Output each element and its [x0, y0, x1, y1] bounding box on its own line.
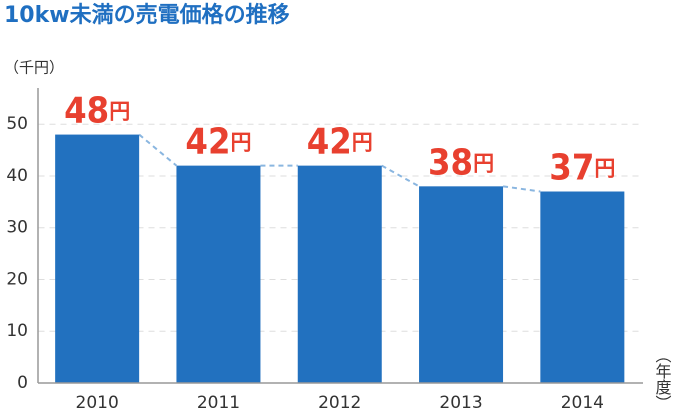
connector: [138, 133, 178, 167]
bar: [540, 191, 625, 383]
bar: [55, 134, 140, 383]
value-unit: 円: [352, 131, 373, 155]
chart-title: 10kw未満の売電価格の推移: [4, 2, 290, 28]
y-tick-label: 10: [6, 321, 28, 341]
value-label: 38円: [428, 142, 494, 183]
value-number: 42: [307, 122, 352, 163]
y-tick-label: 40: [6, 166, 28, 186]
value-number: 37: [549, 148, 594, 189]
x-tick-label: 2011: [197, 393, 240, 413]
connector: [381, 164, 420, 188]
connector: [502, 185, 541, 193]
bar: [297, 165, 382, 383]
y-tick-label: 20: [6, 269, 28, 289]
value-unit: 円: [473, 151, 494, 175]
x-axis-label: （年度）: [653, 347, 672, 411]
y-axis-label: （千円）: [4, 59, 64, 77]
value-label: 42円: [185, 122, 251, 163]
value-number: 42: [185, 122, 230, 163]
bar: [419, 186, 504, 383]
y-tick-label: 30: [6, 218, 28, 238]
value-label: 42円: [307, 122, 373, 163]
x-tick-label: 2014: [561, 393, 604, 413]
y-tick-label: 0: [17, 373, 28, 393]
x-tick-label: 2010: [76, 393, 119, 413]
value-number: 48: [64, 91, 109, 132]
value-label: 48円: [64, 91, 130, 132]
value-label: 37円: [549, 148, 615, 189]
x-tick-label: 2012: [318, 393, 361, 413]
value-number: 38: [428, 142, 473, 183]
value-unit: 円: [109, 100, 130, 124]
x-tick-label: 2013: [439, 393, 482, 413]
value-unit: 円: [594, 157, 615, 181]
y-tick-label: 50: [6, 114, 28, 134]
bar: [176, 165, 261, 383]
value-unit: 円: [230, 131, 251, 155]
